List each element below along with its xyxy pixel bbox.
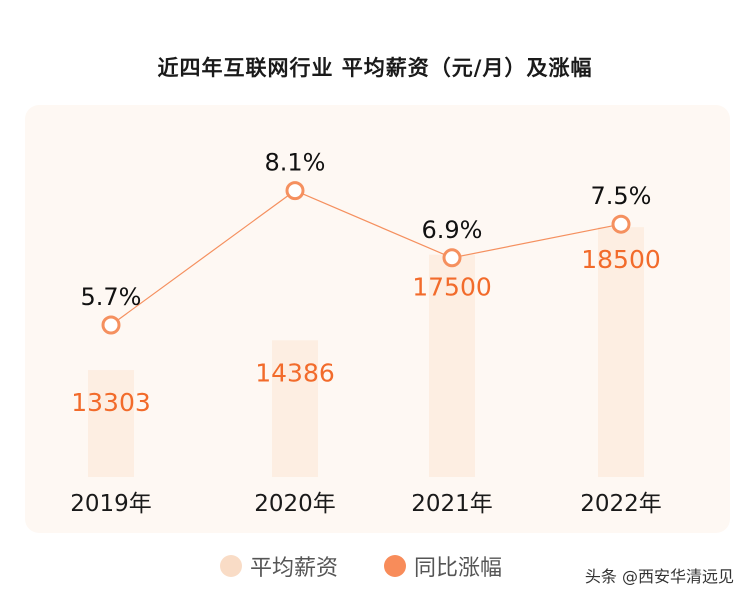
growth-label: 7.5% bbox=[591, 182, 652, 210]
x-tick-label: 2021年 bbox=[411, 491, 493, 517]
legend-label: 平均薪资 bbox=[250, 556, 339, 581]
growth-line bbox=[110, 189, 622, 326]
chart-title: 近四年互联网行业 平均薪资（元/月）及涨幅 bbox=[157, 56, 593, 80]
bar-value-label: 13303 bbox=[71, 388, 151, 417]
growth-point bbox=[101, 315, 121, 335]
legend-item-salary[interactable]: 平均薪资 bbox=[220, 550, 338, 582]
bar bbox=[429, 254, 475, 477]
growth-label: 8.1% bbox=[265, 149, 326, 177]
growth-label: 6.9% bbox=[422, 216, 483, 244]
legend-swatch bbox=[220, 555, 242, 577]
growth-point bbox=[611, 214, 631, 234]
bar bbox=[88, 370, 134, 477]
bar bbox=[598, 227, 644, 477]
growth-point bbox=[442, 248, 462, 268]
legend-item-growth[interactable]: 同比涨幅 bbox=[384, 550, 502, 582]
legend-swatch bbox=[384, 555, 407, 577]
bar-value-label: 17500 bbox=[412, 273, 492, 302]
bar-value-label: 18500 bbox=[581, 245, 661, 274]
watermark: 头条 @西安华清远见 bbox=[584, 567, 734, 586]
growth-label: 5.7% bbox=[81, 283, 142, 311]
x-tick-label: 2022年 bbox=[580, 491, 662, 517]
x-tick-label: 2020年 bbox=[254, 491, 336, 517]
bar bbox=[272, 340, 318, 477]
x-tick-label: 2019年 bbox=[70, 491, 152, 517]
legend-label: 同比涨幅 bbox=[414, 556, 503, 581]
growth-point bbox=[285, 181, 305, 201]
legend: 平均薪资 同比涨幅 bbox=[220, 550, 548, 582]
bar-value-label: 14386 bbox=[255, 358, 335, 387]
